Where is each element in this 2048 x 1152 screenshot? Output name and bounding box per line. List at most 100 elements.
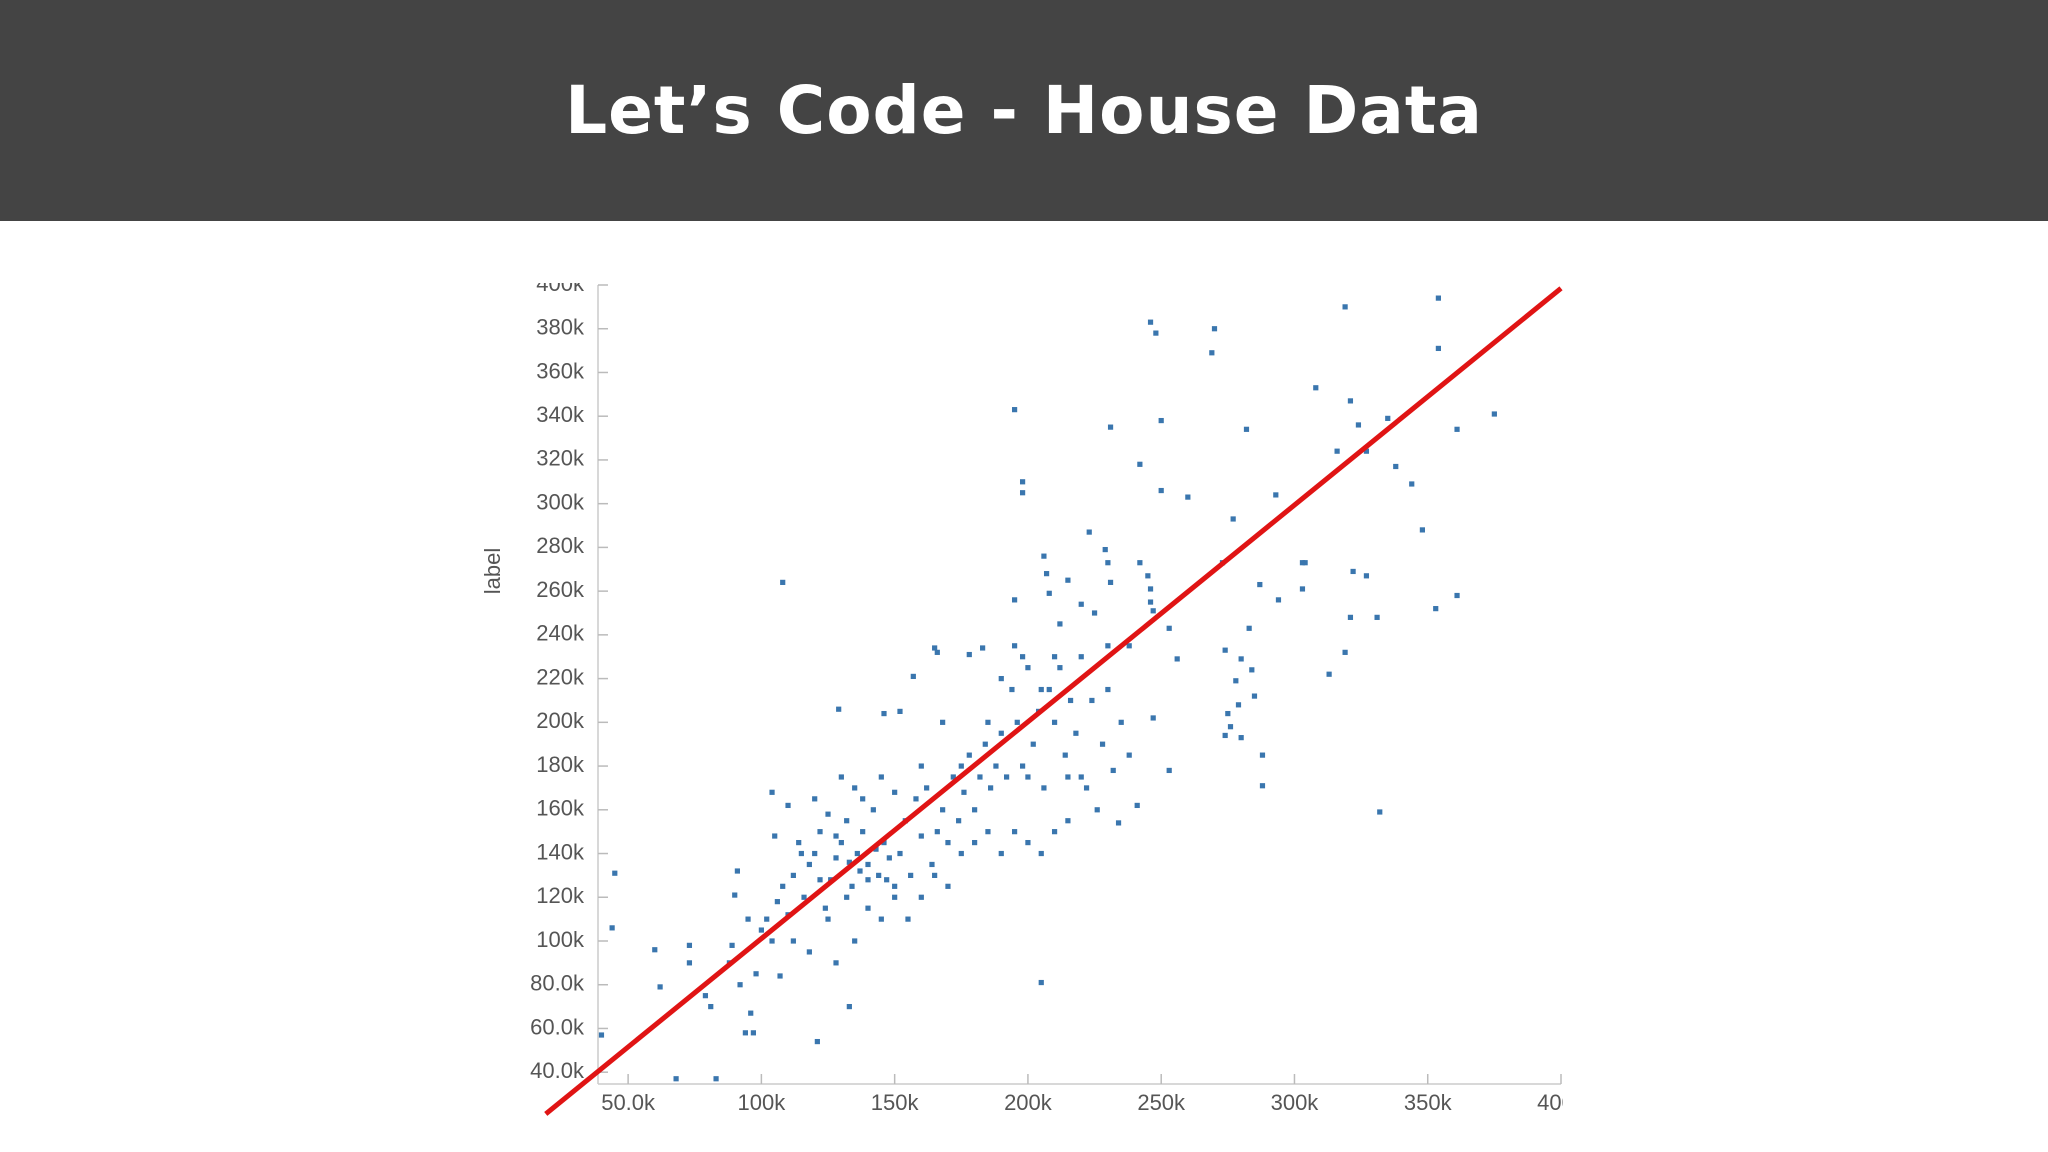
point bbox=[980, 645, 986, 651]
point bbox=[686, 960, 693, 966]
point bbox=[1259, 752, 1266, 758]
point bbox=[854, 850, 860, 857]
y-tick-label: 260k bbox=[536, 577, 585, 602]
point bbox=[1011, 643, 1018, 649]
point bbox=[929, 861, 935, 868]
point bbox=[758, 927, 764, 933]
point bbox=[825, 811, 831, 817]
point bbox=[945, 839, 951, 846]
point bbox=[1209, 350, 1215, 356]
point bbox=[977, 774, 983, 780]
point bbox=[1019, 479, 1026, 485]
y-tick-label: 200k bbox=[536, 708, 585, 733]
point bbox=[892, 894, 898, 900]
y-tick-label: 100k bbox=[536, 927, 585, 952]
point bbox=[1083, 785, 1090, 791]
point bbox=[1062, 752, 1068, 758]
point bbox=[1078, 601, 1084, 607]
point bbox=[1065, 577, 1071, 583]
point bbox=[838, 839, 844, 846]
point bbox=[825, 916, 831, 922]
point bbox=[1334, 448, 1340, 454]
point bbox=[1147, 319, 1154, 325]
point bbox=[1259, 783, 1266, 789]
y-tick-label: 340k bbox=[536, 402, 585, 427]
point bbox=[734, 868, 740, 874]
point bbox=[910, 673, 916, 680]
point bbox=[956, 818, 962, 824]
point bbox=[1025, 774, 1031, 780]
y-tick-label: 320k bbox=[536, 446, 585, 471]
point bbox=[1038, 686, 1044, 693]
point bbox=[1257, 581, 1263, 588]
point bbox=[1363, 448, 1370, 454]
point bbox=[806, 861, 812, 868]
point bbox=[1137, 461, 1143, 467]
point bbox=[1145, 573, 1151, 579]
y-tick-label: 220k bbox=[536, 664, 585, 689]
point bbox=[1051, 719, 1058, 725]
y-tick-label: 400k bbox=[536, 271, 585, 296]
y-tick-label: 300k bbox=[536, 489, 585, 514]
point bbox=[972, 839, 978, 846]
point bbox=[905, 916, 911, 922]
point bbox=[913, 796, 919, 802]
point bbox=[838, 774, 844, 780]
point bbox=[1435, 295, 1441, 301]
point bbox=[852, 785, 858, 791]
point bbox=[966, 651, 972, 658]
point bbox=[774, 899, 780, 905]
point bbox=[1211, 326, 1218, 332]
point bbox=[812, 850, 818, 857]
point bbox=[958, 763, 964, 769]
point bbox=[950, 774, 956, 780]
point bbox=[846, 1003, 852, 1010]
point bbox=[886, 855, 892, 861]
point bbox=[1225, 710, 1231, 717]
point bbox=[881, 839, 887, 846]
point bbox=[833, 855, 839, 861]
point bbox=[924, 785, 930, 791]
point bbox=[1299, 586, 1306, 592]
point bbox=[702, 993, 709, 999]
point bbox=[873, 846, 879, 852]
x-tick-label: 350k bbox=[1404, 1090, 1453, 1115]
point bbox=[892, 883, 898, 889]
x-tick-label: 50.0k bbox=[601, 1090, 656, 1115]
point bbox=[1454, 426, 1460, 432]
y-tick-label: 280k bbox=[536, 533, 585, 558]
x-tick-label: 150k bbox=[871, 1090, 920, 1115]
x-tick-label: 400k bbox=[1537, 1090, 1586, 1115]
point bbox=[753, 971, 759, 977]
point bbox=[1078, 654, 1084, 660]
point bbox=[934, 829, 940, 835]
point bbox=[1067, 697, 1074, 704]
point bbox=[1222, 732, 1228, 739]
point bbox=[822, 905, 828, 911]
header: Let’s Code - House Data bbox=[0, 0, 2048, 221]
point bbox=[1147, 599, 1154, 605]
point bbox=[865, 905, 871, 911]
point bbox=[1166, 625, 1172, 631]
y-tick-label: 120k bbox=[536, 883, 585, 908]
point bbox=[878, 774, 884, 780]
point bbox=[748, 1010, 754, 1016]
point bbox=[1105, 560, 1111, 566]
y-tick-label: 60.0k bbox=[530, 1014, 585, 1039]
point bbox=[785, 802, 791, 809]
point bbox=[780, 883, 786, 889]
point bbox=[1065, 818, 1071, 824]
point bbox=[1134, 802, 1140, 809]
point bbox=[1105, 686, 1111, 693]
point bbox=[993, 763, 999, 769]
point bbox=[609, 925, 615, 931]
point bbox=[1435, 345, 1441, 352]
point bbox=[1065, 774, 1071, 780]
point bbox=[844, 818, 850, 824]
point bbox=[1238, 735, 1244, 741]
point bbox=[1302, 560, 1308, 566]
point bbox=[1409, 481, 1415, 487]
point bbox=[812, 796, 818, 802]
point bbox=[857, 868, 863, 874]
y-tick-label: 380k bbox=[536, 315, 585, 340]
